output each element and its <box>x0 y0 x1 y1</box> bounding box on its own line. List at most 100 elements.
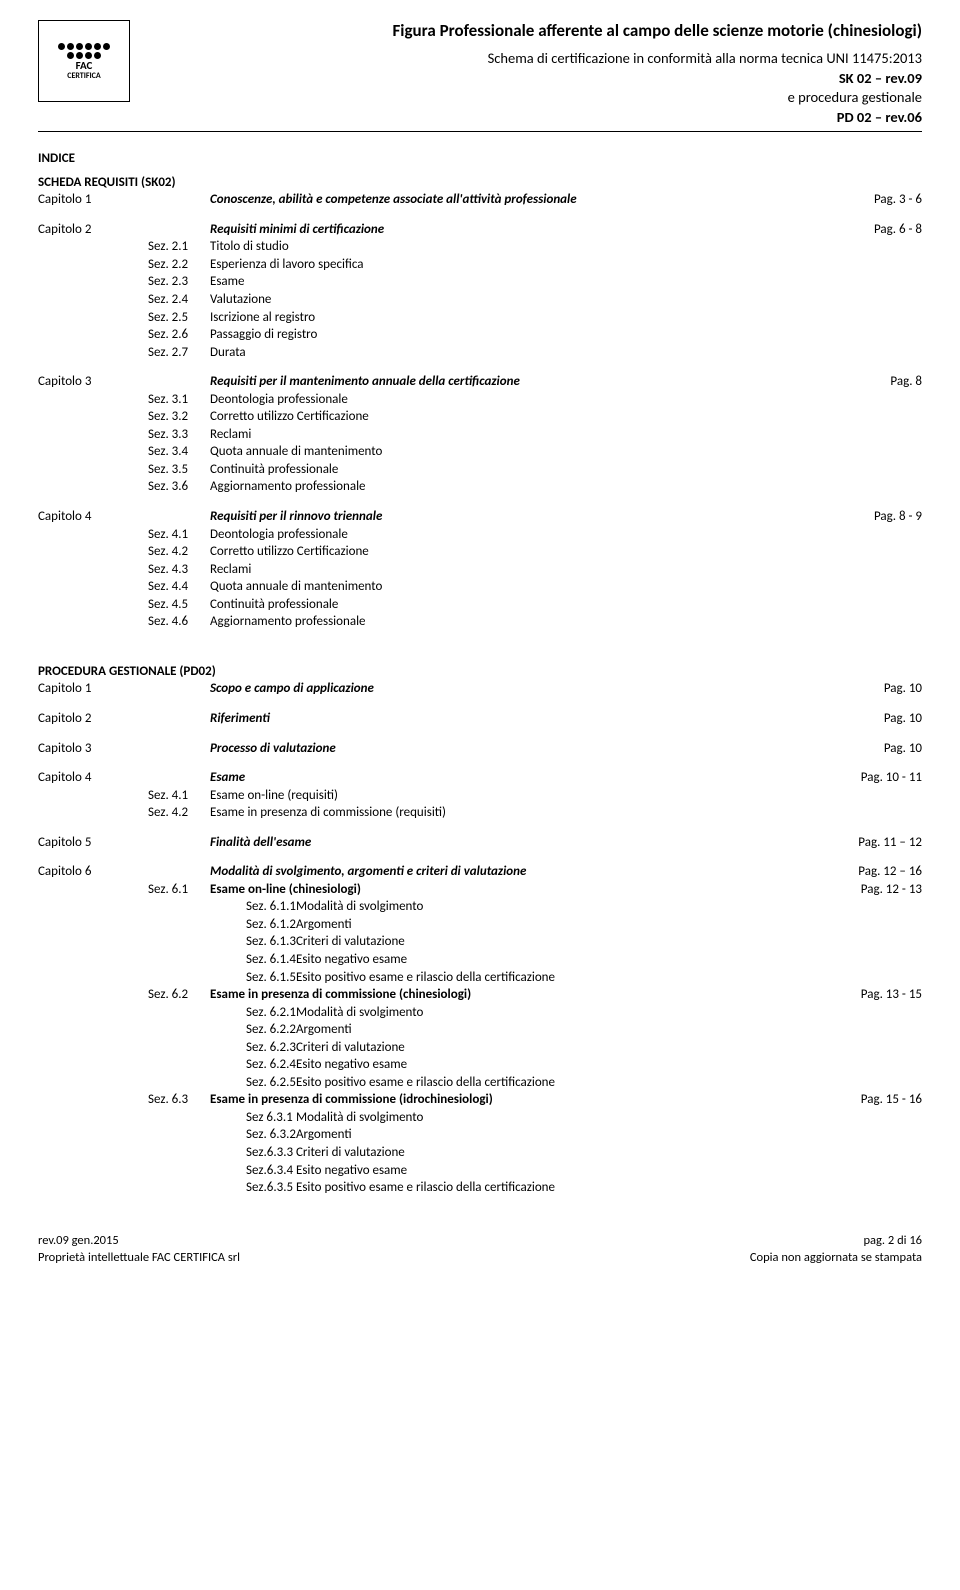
toc-sez-title: Esame in presenza di commissione (chines… <box>210 986 830 1004</box>
toc-chap: Capitolo 2 <box>38 221 128 239</box>
toc-page <box>830 804 922 822</box>
toc-chap: Capitolo 1 <box>38 191 128 209</box>
toc-sub-title: Criteri di valutazione <box>296 1039 830 1057</box>
toc-sub-num: Sez. 6.1.3 <box>210 933 296 951</box>
toc-sub-num: Sez. 6.2.5 <box>210 1074 296 1092</box>
toc-sez-title: Titolo di studio <box>210 238 830 256</box>
toc-page <box>830 561 922 579</box>
toc-page: Pag. 6 - 8 <box>830 221 922 239</box>
header-line4: PD 02 – rev.06 <box>140 108 922 128</box>
indice-label: INDICE <box>38 150 922 168</box>
toc-sez-title: Deontologia professionale <box>210 526 830 544</box>
toc-sez-num: Sez. 4.5 <box>128 596 210 614</box>
logo-text-top: FAC <box>54 60 114 72</box>
toc-chapter-row: Capitolo 3Processo di valutazionePag. 10 <box>38 740 922 758</box>
toc-sez-title: Esame <box>210 273 830 291</box>
toc-sez-num: Sez. 6.1 <box>128 881 210 899</box>
toc-chap: Capitolo 2 <box>38 710 128 728</box>
toc-page <box>830 787 922 805</box>
toc-sez-title: Continuità professionale <box>210 461 830 479</box>
toc-chapter-row: Capitolo 6 Modalità di svolgimento, argom… <box>38 863 922 881</box>
toc-sez-row: Sez. 4.1Esame on-line (requisiti) <box>38 787 922 805</box>
toc-sez-num: Sez. 2.6 <box>128 326 210 344</box>
footer-left2: Proprietà intellettuale FAC CERTIFICA sr… <box>38 1250 240 1267</box>
header-line3: e procedura gestionale <box>140 88 922 108</box>
toc-sub-title: Argomenti <box>296 1021 830 1039</box>
toc-sez-row: Sez. 3.5Continuità professionale <box>38 461 922 479</box>
toc-sub-row: Sez. 6.2.3Criteri di valutazione <box>38 1039 922 1057</box>
toc-sub-row: Sez. 6.2.5Esito positivo esame e rilasci… <box>38 1074 922 1092</box>
sk-toc: Capitolo 1 Conoscenze, abilità e competen… <box>38 191 922 631</box>
toc-sez-title: Esame on-line (requisiti) <box>210 787 830 805</box>
toc-chapter-row: Capitolo 4Requisiti per il rinnovo trien… <box>38 508 922 526</box>
toc-sub-title: Esito negativo esame <box>296 1056 830 1074</box>
document-header: FAC CERTIFICA Figura Professionale affer… <box>38 20 922 132</box>
toc-sez-row: Sez. 4.1Deontologia professionale <box>38 526 922 544</box>
toc-chap-title: Processo di valutazione <box>210 740 830 758</box>
toc-sez-row: Sez. 2.5Iscrizione al registro <box>38 309 922 327</box>
toc-page <box>830 256 922 274</box>
toc-sub-num: Sez.6.3.5 <box>210 1179 296 1197</box>
toc-sub-title: Modalità di svolgimento <box>296 1109 830 1127</box>
toc-sub-row: Sez. 6.3.2Argomenti <box>38 1126 922 1144</box>
toc-page: Pag. 12 – 16 <box>830 863 922 881</box>
toc-chap-title: Conoscenze, abilità e competenze associa… <box>210 191 830 209</box>
toc-sez-num: Sez. 3.4 <box>128 443 210 461</box>
toc-sez-num: Sez. 4.2 <box>128 543 210 561</box>
toc-chapter-row: Capitolo 1Scopo e campo di applicazioneP… <box>38 680 922 698</box>
toc-page <box>830 461 922 479</box>
toc-sub-num: Sez. 6.2.2 <box>210 1021 296 1039</box>
toc-chapter-row: Capitolo 4 EsamePag. 10 - 11 <box>38 769 922 787</box>
toc-page <box>830 391 922 409</box>
footer-left1: rev.09 gen.2015 <box>38 1233 240 1250</box>
toc-sez-row: Sez. 3.2Corretto utilizzo Certificazione <box>38 408 922 426</box>
toc-sub-title: Esito negativo esame <box>296 1162 830 1180</box>
toc-sez-num: Sez. 3.5 <box>128 461 210 479</box>
toc-sub-num: Sez 6.3.1 <box>210 1109 296 1127</box>
toc-page: Pag. 3 - 6 <box>830 191 922 209</box>
toc-page: Pag. 8 <box>830 373 922 391</box>
toc-sez-title: Valutazione <box>210 291 830 309</box>
toc-chap: Capitolo 4 <box>38 769 128 787</box>
toc-chap: Capitolo 6 <box>38 863 128 881</box>
toc-chap-title: Esame <box>210 769 830 787</box>
toc-sez-title: Esame in presenza di commissione (requis… <box>210 804 830 822</box>
toc-sez-row: Sez. 4.3Reclami <box>38 561 922 579</box>
toc-sez-num: Sez. 6.3 <box>128 1091 210 1109</box>
toc-sub-num: Sez. 6.3.2 <box>210 1126 296 1144</box>
toc-page <box>830 273 922 291</box>
logo-text-bottom: CERTIFICA <box>54 72 114 81</box>
pd-toc: Capitolo 1Scopo e campo di applicazioneP… <box>38 680 922 1196</box>
toc-page: Pag. 10 <box>830 740 922 758</box>
toc-sub-num: Sez. 6.2.4 <box>210 1056 296 1074</box>
toc-sez-row: Sez. 2.3Esame <box>38 273 922 291</box>
toc-chap-title: Requisiti per il rinnovo triennale <box>210 508 830 526</box>
toc-sez-row: Sez. 6.3Esame in presenza di commissione… <box>38 1091 922 1109</box>
toc-chap-title: Modalità di svolgimento, argomenti e cri… <box>210 863 830 881</box>
toc-sez-title: Reclami <box>210 561 830 579</box>
toc-sez-num: Sez. 4.4 <box>128 578 210 596</box>
toc-sez-title: Esperienza di lavoro specifica <box>210 256 830 274</box>
toc-sez-title: Passaggio di registro <box>210 326 830 344</box>
toc-sez-num: Sez. 4.1 <box>128 787 210 805</box>
toc-chapter-row: Capitolo 3Requisiti per il mantenimento … <box>38 373 922 391</box>
toc-page <box>830 326 922 344</box>
header-title: Figura Professionale afferente al campo … <box>140 20 922 43</box>
toc-sez-num: Sez. 4.3 <box>128 561 210 579</box>
toc-sez-num: Sez. 3.2 <box>128 408 210 426</box>
toc-sub-row: Sez.6.3.3Criteri di valutazione <box>38 1144 922 1162</box>
toc-sez-num: Sez. 2.3 <box>128 273 210 291</box>
toc-sez-title: Continuità professionale <box>210 596 830 614</box>
toc-sez-num: Sez. 4.1 <box>128 526 210 544</box>
footer-right1: pag. 2 di 16 <box>750 1233 922 1250</box>
toc-page: Pag. 10 <box>830 680 922 698</box>
toc-chap-title: Requisiti per il mantenimento annuale de… <box>210 373 830 391</box>
toc-sez-row: Sez. 4.5Continuità professionale <box>38 596 922 614</box>
toc-page: Pag. 10 - 11 <box>830 769 922 787</box>
footer-right2: Copia non aggiornata se stampata <box>750 1250 922 1267</box>
toc-sub-title: Esito positivo esame e rilascio della ce… <box>296 969 830 987</box>
toc-sub-row: Sez.6.3.5Esito positivo esame e rilascio… <box>38 1179 922 1197</box>
toc-sub-title: Criteri di valutazione <box>296 1144 830 1162</box>
toc-sub-title: Argomenti <box>296 916 830 934</box>
toc-sub-row: Sez 6.3.1Modalità di svolgimento <box>38 1109 922 1127</box>
